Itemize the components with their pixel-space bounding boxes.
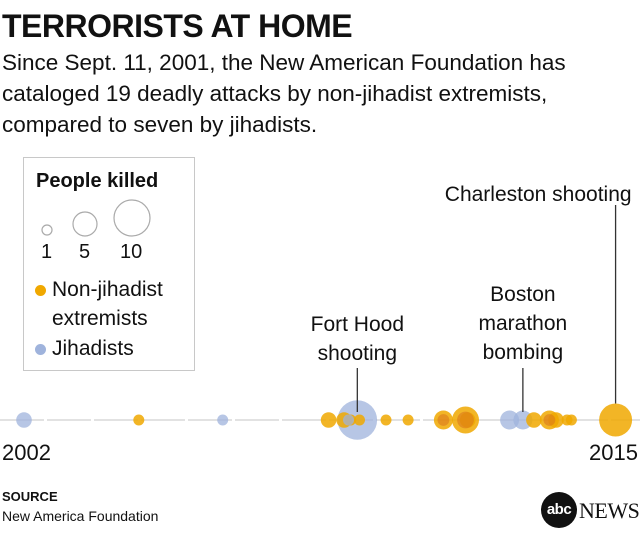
bubble-non-jihadist-15 <box>599 403 633 437</box>
x-axis-start-label: 2002 <box>2 440 51 465</box>
abc-logo-word: NEWS <box>579 498 640 523</box>
bubble-jihadist-4 <box>500 410 520 430</box>
legend: People killed 1 5 10 Non-jihadist extrem… <box>23 157 195 371</box>
bubble-non-jihadist-10 <box>526 412 542 428</box>
chart-subtitle: Since Sept. 11, 2001, the New American F… <box>2 50 566 137</box>
legend-dot-non-jihadist <box>35 285 46 296</box>
legend-size-label-5: 5 <box>79 241 91 263</box>
legend-label-jihadist: Jihadists <box>52 337 134 360</box>
bubble-jihadist-1 <box>217 414 229 426</box>
x-axis-end-label: 2015 <box>589 440 638 465</box>
bubble-non-jihadist-14 <box>565 414 577 426</box>
bubble-non-jihadist-0 <box>133 414 145 426</box>
legend-label-non-jihadist: Non-jihadist extremists <box>52 278 163 330</box>
legend-dot-jihadist <box>35 344 46 355</box>
bubble-overlap-11 <box>543 414 556 426</box>
annotation-label-0-1: shooting <box>318 342 397 365</box>
bubble-non-jihadist-1 <box>320 412 337 428</box>
source-heading: SOURCE <box>2 489 58 504</box>
legend-size-label-1: 1 <box>41 241 53 263</box>
annotation-label-1-0: Boston <box>490 283 555 306</box>
legend-size-circle-10 <box>113 199 151 237</box>
bubble-overlap-7 <box>437 414 450 426</box>
bubble-jihadist-5 <box>513 410 533 430</box>
bubble-non-jihadist-5 <box>380 414 392 426</box>
bubble-overlap-8 <box>457 411 474 429</box>
annotation-label-1-2: bombing <box>483 341 564 364</box>
legend-size-circle-1 <box>41 224 53 236</box>
source-text: New America Foundation <box>2 508 159 524</box>
bubble-non-jihadist-4 <box>354 414 365 426</box>
annotation-label-2-0: Charleston shooting <box>445 183 632 206</box>
abc-logo-mark: abc <box>541 492 577 528</box>
annotation-label-0-0: Fort Hood <box>311 313 404 336</box>
annotation-label-1-1: marathon <box>479 312 568 335</box>
bubble-jihadist-2 <box>343 414 354 426</box>
legend-title: People killed <box>36 170 159 192</box>
bubble-jihadist-0 <box>16 412 32 428</box>
bubble-non-jihadist-6 <box>402 414 414 426</box>
chart-title: TERRORISTS AT HOME <box>2 8 353 44</box>
legend-size-circles <box>41 199 151 237</box>
legend-size-label-10: 10 <box>120 241 143 263</box>
legend-size-circle-5 <box>72 211 98 237</box>
